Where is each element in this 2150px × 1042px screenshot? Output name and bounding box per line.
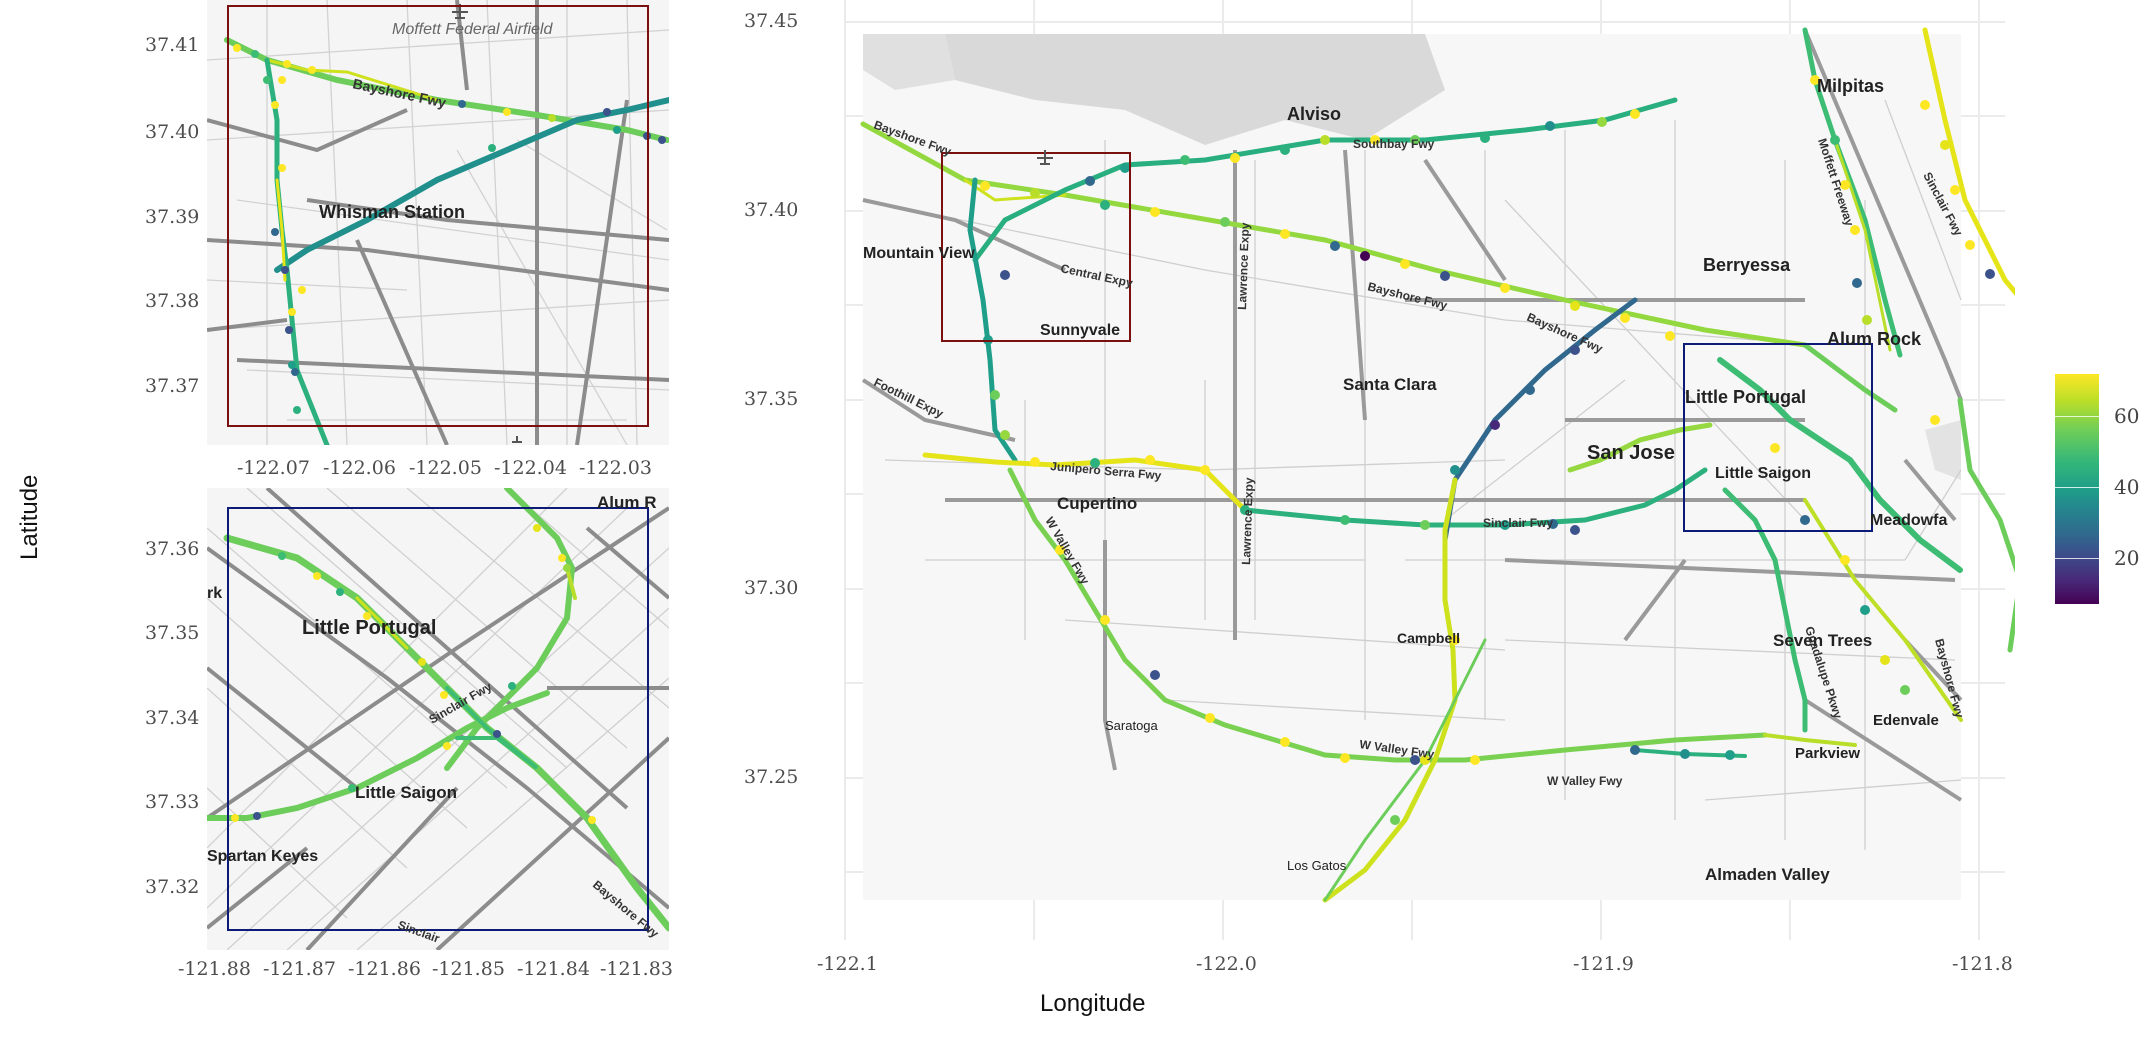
place-cupertino: Cupertino xyxy=(1057,494,1137,513)
inset1-points xyxy=(233,44,666,414)
main-place-labels: Milpitas Alviso Berryessa Alum Rock Litt… xyxy=(863,76,1947,884)
inset1-x-tick: -122.05 xyxy=(409,457,482,479)
y-axis-title: Latitude xyxy=(16,474,43,560)
inset2-frame xyxy=(227,507,649,931)
place-saratoga: Saratoga xyxy=(1105,718,1159,733)
place-alum-r: Alum R xyxy=(597,493,657,512)
inset2-extent-box xyxy=(1683,343,1873,532)
airport-icon xyxy=(1037,150,1053,165)
inset1-y-tick: 37.37 xyxy=(145,375,200,397)
main-y-tick: 37.30 xyxy=(744,577,799,599)
road-bayshore-inset1: Bayshore Fwy xyxy=(351,75,447,110)
main-map-svg: Milpitas Alviso Berryessa Alum Rock Litt… xyxy=(844,0,2015,940)
place-rk: rk xyxy=(207,585,222,602)
inset1-y-tick: 37.38 xyxy=(145,290,200,312)
main-x-tick: -122.1 xyxy=(817,953,878,975)
place-almaden: Almaden Valley xyxy=(1705,865,1830,884)
inset2-x-tick: -121.87 xyxy=(263,958,336,980)
place-milpitas: Milpitas xyxy=(1817,76,1884,96)
inset1-map-panel[interactable]: Moffett Federal Airfield Whisman Station… xyxy=(207,0,669,445)
place-alum-rock: Alum Rock xyxy=(1827,329,1922,349)
bay-water xyxy=(945,34,1445,145)
main-y-tick: 37.45 xyxy=(744,10,799,32)
inset2-svg: Alum R rk Little Portugal Little Saigon … xyxy=(207,488,669,950)
inset1-x-tick: -122.03 xyxy=(579,457,652,479)
place-santa-clara: Santa Clara xyxy=(1343,375,1437,394)
inset1-y-tick: 37.39 xyxy=(145,206,200,228)
inset2-x-tick: -121.85 xyxy=(432,958,505,980)
road-lawrence-2: Lawrence Expy xyxy=(1239,477,1256,565)
place-alviso: Alviso xyxy=(1287,104,1341,124)
inset1-x-tick: -122.04 xyxy=(494,457,567,479)
road-w-valley-3: W Valley Fwy xyxy=(1547,774,1623,788)
inset2-major-roads xyxy=(207,488,669,950)
legend-tick: 60 xyxy=(2114,404,2140,428)
main-map-panel[interactable]: Milpitas Alviso Berryessa Alum Rock Litt… xyxy=(805,0,2015,950)
legend-tick: 20 xyxy=(2114,546,2140,570)
inset1-y-tick: 37.40 xyxy=(145,121,200,143)
place-little-saigon-inset: Little Saigon xyxy=(355,783,457,802)
main-y-tick: 37.25 xyxy=(744,766,799,788)
place-campbell: Campbell xyxy=(1397,630,1460,646)
road-sinclair-2: Sinclair Fwy xyxy=(1483,516,1553,530)
main-x-tick: -122.0 xyxy=(1196,953,1257,975)
main-y-tick: 37.35 xyxy=(744,388,799,410)
inset1-y-tick: 37.41 xyxy=(145,34,200,56)
inset1-freeways xyxy=(224,37,669,445)
inset2-x-tick: -121.83 xyxy=(600,958,673,980)
inset2-x-tick: -121.88 xyxy=(178,958,251,980)
place-seven-trees: Seven Trees xyxy=(1773,631,1872,650)
inset2-points xyxy=(231,524,596,824)
x-axis-title: Longitude xyxy=(1040,990,1146,1017)
place-little-portugal: Little Portugal xyxy=(1685,387,1806,407)
place-edenvale: Edenvale xyxy=(1873,712,1939,729)
place-little-portugal-inset: Little Portugal xyxy=(302,617,436,639)
inset1-major-roads xyxy=(207,0,669,445)
place-moffett: Moffett Federal Airfield xyxy=(392,21,553,38)
inset2-y-tick: 37.32 xyxy=(145,876,200,898)
place-mountain-view: Mountain View xyxy=(863,245,975,262)
place-little-saigon: Little Saigon xyxy=(1715,465,1811,482)
inset2-y-tick: 37.34 xyxy=(145,707,200,729)
place-los-gatos: Los Gatos xyxy=(1287,858,1347,873)
inset1-x-tick: -122.07 xyxy=(237,457,310,479)
inset1-extent-box xyxy=(941,152,1131,342)
inset2-x-tick: -121.86 xyxy=(348,958,421,980)
inset2-y-tick: 37.36 xyxy=(145,538,200,560)
inset1-svg: Moffett Federal Airfield Whisman Station… xyxy=(207,0,669,445)
inset2-y-tick: 37.35 xyxy=(145,622,200,644)
place-whisman: Whisman Station xyxy=(319,202,465,222)
inset2-map-panel[interactable]: Alum R rk Little Portugal Little Saigon … xyxy=(207,488,669,950)
inset1-frame xyxy=(227,5,649,427)
main-x-tick: -121.8 xyxy=(1952,953,2013,975)
inset2-x-tick: -121.84 xyxy=(517,958,590,980)
place-spartan-keyes: Spartan Keyes xyxy=(207,848,318,865)
place-parkview: Parkview xyxy=(1795,745,1860,762)
road-lawrence-1: Lawrence Expy xyxy=(1235,222,1252,310)
speed-legend: 60 40 20 xyxy=(2055,374,2139,604)
place-berryessa: Berryessa xyxy=(1703,255,1791,275)
place-sunnyvale: Sunnyvale xyxy=(1040,322,1120,339)
legend-tick: 40 xyxy=(2114,475,2140,499)
inset2-y-tick: 37.33 xyxy=(145,791,200,813)
place-san-jose: San Jose xyxy=(1587,442,1675,464)
speed-points xyxy=(980,75,1995,825)
place-meadowfa: Meadowfa xyxy=(1870,512,1947,529)
main-x-tick: -121.9 xyxy=(1573,953,1634,975)
road-southbay: Southbay Fwy xyxy=(1353,137,1435,151)
inset1-x-tick: -122.06 xyxy=(323,457,396,479)
main-y-tick: 37.40 xyxy=(744,199,799,221)
major-roads xyxy=(861,29,1963,802)
legend-colorbar xyxy=(2055,374,2099,604)
road-sinclair-inset-2: Sinclair xyxy=(396,918,442,946)
